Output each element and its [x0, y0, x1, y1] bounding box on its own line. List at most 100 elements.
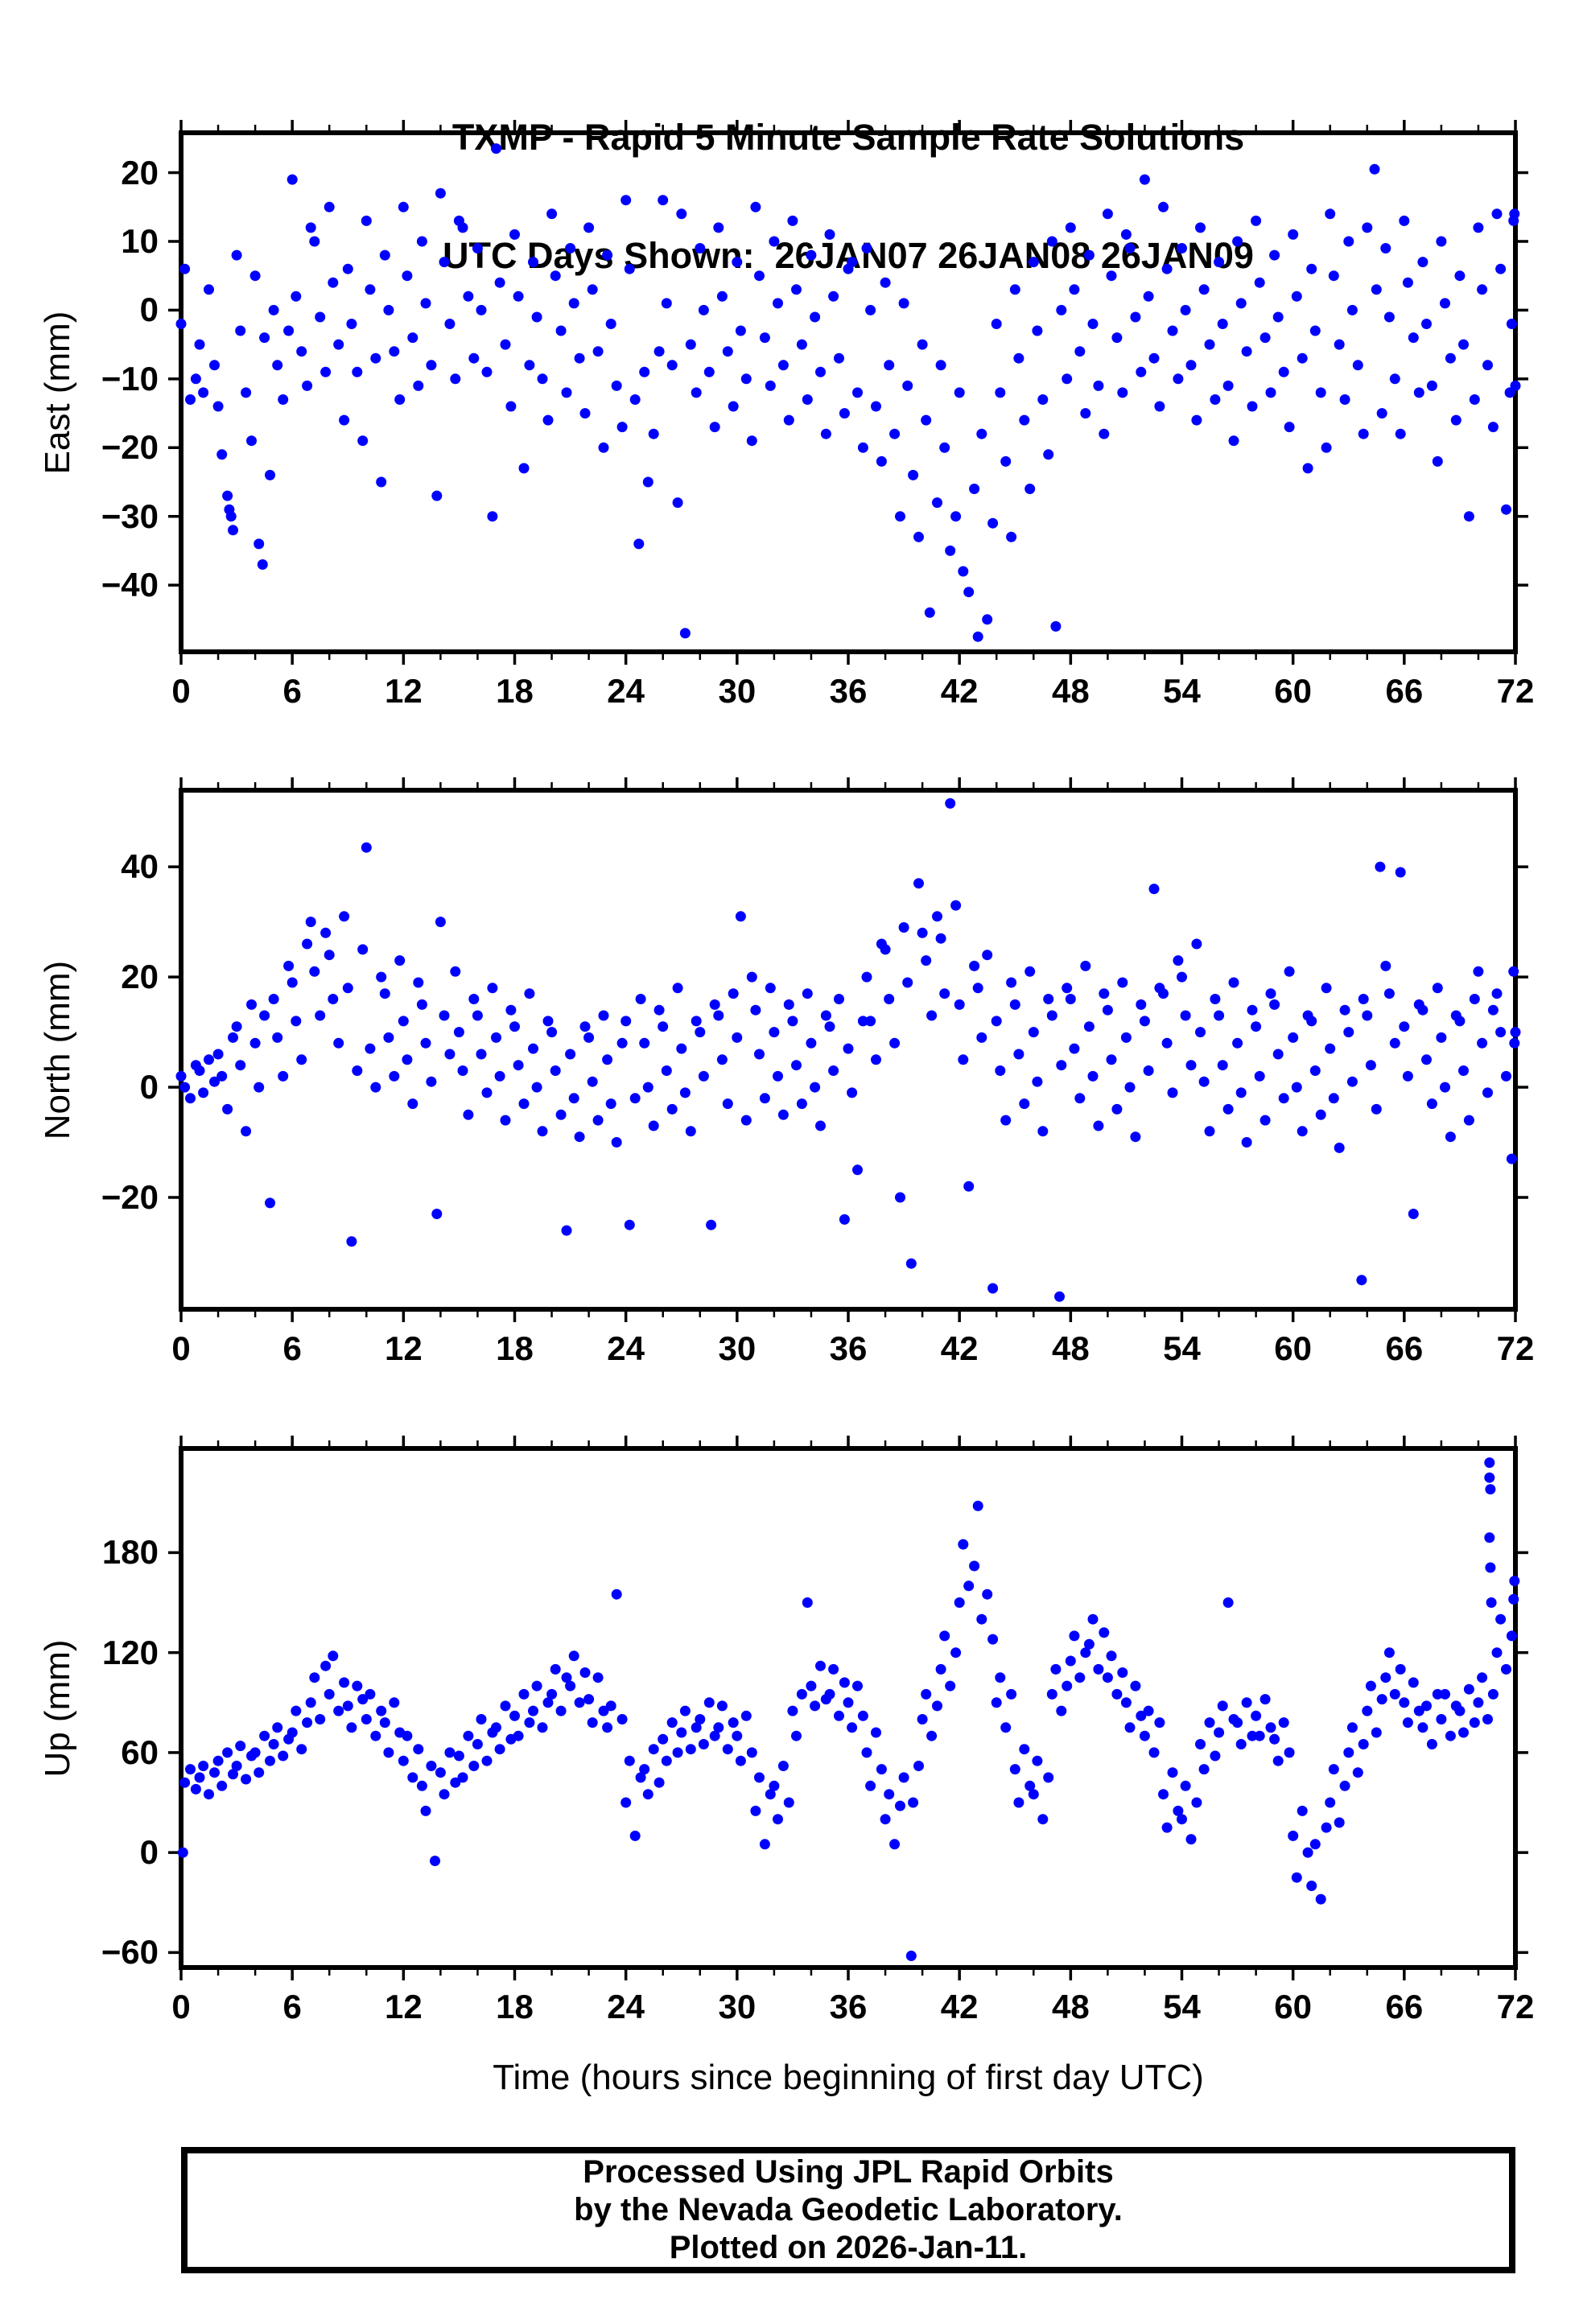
data-point — [709, 999, 720, 1010]
data-point — [1309, 1839, 1321, 1850]
data-point — [509, 229, 520, 240]
y-tick-label-up: 60 — [121, 1733, 159, 1771]
data-point — [1139, 1730, 1150, 1741]
data-point — [732, 1730, 743, 1741]
data-point — [1395, 1663, 1406, 1675]
data-point — [889, 1037, 901, 1049]
data-point — [287, 174, 298, 185]
data-point — [834, 1710, 844, 1721]
data-point — [1482, 1714, 1493, 1724]
data-point — [1000, 1115, 1012, 1126]
data-point — [1204, 1126, 1215, 1137]
data-point — [383, 304, 394, 315]
chart-title: TXMP - Rapid 5 Minute Sample Rate Soluti… — [181, 39, 1515, 315]
y-tick-label-east: −20 — [101, 428, 159, 467]
data-point — [1195, 1739, 1206, 1749]
data-point — [1158, 988, 1169, 999]
data-point — [769, 1027, 780, 1038]
data-point — [272, 1032, 283, 1043]
data-point — [481, 1755, 493, 1766]
data-point — [676, 1727, 687, 1738]
plot-frame-up — [179, 1446, 1518, 1970]
data-point — [820, 1010, 831, 1021]
data-point — [175, 319, 187, 329]
data-point — [1469, 994, 1480, 1004]
data-point — [1306, 1881, 1317, 1891]
data-point — [198, 387, 209, 398]
data-point — [500, 1700, 511, 1712]
data-point — [969, 484, 980, 494]
data-point — [379, 1717, 390, 1729]
data-point — [889, 428, 901, 439]
data-point — [995, 1672, 1006, 1683]
data-point — [1046, 236, 1057, 247]
data-point — [810, 1082, 821, 1093]
data-point — [1046, 1010, 1057, 1021]
data-point — [1383, 311, 1395, 323]
data-point — [722, 346, 733, 357]
data-point — [1019, 414, 1030, 426]
data-point — [629, 394, 641, 405]
data-point — [991, 1016, 1002, 1027]
y-axis-title-east: East (mm) — [38, 311, 77, 474]
data-point — [587, 1717, 598, 1729]
data-point — [1509, 208, 1520, 220]
data-point — [1167, 1087, 1178, 1098]
data-point — [1399, 1021, 1410, 1032]
data-point — [550, 1065, 561, 1076]
data-point — [703, 1697, 715, 1708]
data-point — [1408, 1677, 1419, 1688]
data-point — [1302, 463, 1313, 474]
data-point — [1506, 319, 1517, 329]
data-point — [728, 401, 739, 412]
data-point — [987, 1634, 999, 1645]
data-point — [278, 1750, 289, 1762]
data-point — [402, 1730, 413, 1741]
data-point — [648, 1744, 659, 1755]
data-point — [954, 387, 965, 398]
data-point — [871, 1727, 881, 1738]
data-point — [976, 428, 987, 439]
data-point — [876, 1764, 887, 1775]
data-point — [1408, 1209, 1419, 1219]
data-point — [620, 195, 632, 206]
data-point — [1495, 263, 1507, 274]
data-point — [1487, 1004, 1499, 1016]
data-point — [1413, 1705, 1424, 1716]
data-point — [1365, 1060, 1376, 1071]
data-point — [339, 414, 350, 426]
data-point — [1191, 938, 1202, 950]
data-point — [648, 428, 659, 439]
x-tick-label: 6 — [282, 1329, 302, 1367]
data-point — [828, 1065, 839, 1076]
data-point — [1241, 1697, 1252, 1708]
data-point — [1491, 208, 1503, 220]
data-point — [810, 311, 821, 323]
data-point — [1259, 1115, 1271, 1126]
data-point — [1288, 229, 1299, 240]
data-point — [982, 614, 993, 625]
data-point — [602, 1054, 613, 1065]
data-point — [1487, 1688, 1499, 1700]
data-point — [796, 339, 807, 350]
data-point — [302, 938, 313, 950]
data-point — [921, 414, 932, 426]
data-point — [1458, 1727, 1469, 1738]
data-point — [1037, 394, 1049, 405]
data-point — [815, 1120, 826, 1131]
data-point — [383, 1747, 394, 1758]
data-point — [611, 1137, 622, 1148]
data-point — [1222, 1597, 1234, 1608]
data-point — [958, 1539, 969, 1550]
data-point — [1056, 1705, 1067, 1716]
data-point — [194, 339, 205, 350]
data-point — [435, 1767, 446, 1778]
data-point — [228, 525, 238, 536]
data-point — [1037, 1126, 1049, 1137]
data-point — [787, 1705, 798, 1716]
data-point — [824, 1021, 835, 1032]
data-point — [487, 983, 498, 994]
data-point — [1440, 298, 1450, 309]
data-point — [972, 983, 983, 994]
data-point — [1120, 229, 1132, 240]
